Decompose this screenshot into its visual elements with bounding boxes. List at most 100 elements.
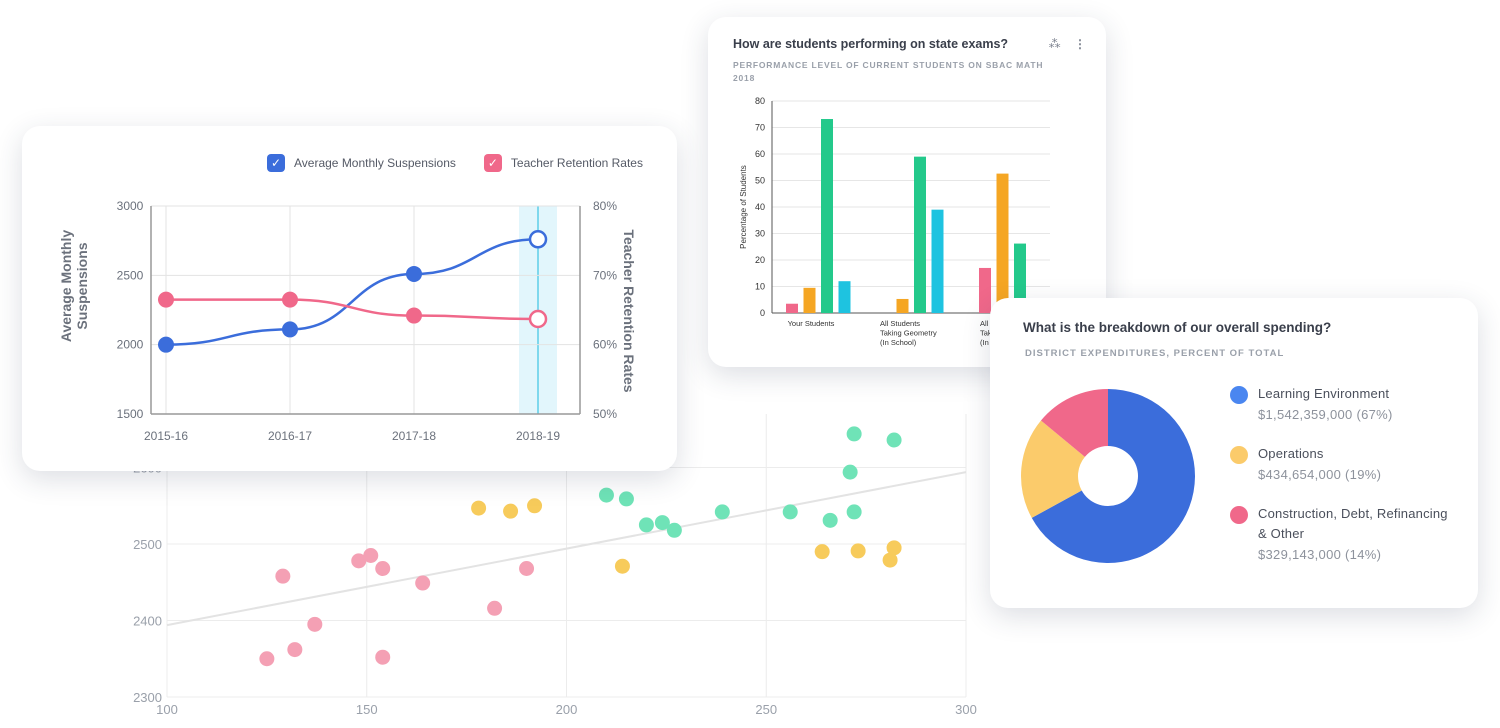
x-tick-line: (In School) (880, 338, 917, 347)
legend-label: Average Monthly Suspensions (294, 156, 456, 170)
scatter-x-tick: 150 (356, 702, 378, 717)
scatter-y-tick: 2300 (133, 690, 162, 705)
scatter-trendline (166, 471, 967, 627)
series-point (158, 291, 174, 308)
x-tick-line: All (980, 319, 989, 328)
series-point (282, 321, 298, 338)
pie-chart-title: What is the breakdown of our overall spe… (1023, 320, 1332, 335)
scatter-point (886, 540, 902, 556)
legend-dot-icon (1230, 446, 1248, 464)
bar (821, 119, 833, 314)
scatter-point (614, 558, 630, 574)
pie-legend-value: $434,654,000 (19%) (1258, 467, 1382, 482)
x-tick: Your Students (788, 319, 835, 328)
scatter-point (886, 432, 902, 448)
scatter-point (259, 651, 275, 667)
pie-legend-value: $1,542,359,000 (67%) (1258, 407, 1393, 422)
checkbox-checked-icon[interactable]: ✓ (267, 154, 285, 172)
x-tick: 2016-17 (268, 429, 312, 443)
x-tick-line: Taking Geometry (880, 329, 937, 338)
pie-legend: Learning Environment $1,542,359,000 (67%… (1230, 384, 1460, 584)
scatter-point (519, 561, 535, 577)
x-tick-line: (In (980, 338, 989, 347)
scatter-x-tick: 100 (156, 702, 178, 717)
scatter-point (882, 552, 898, 568)
x-tick-line: Taki (980, 329, 994, 338)
y-tick: 60 (755, 149, 765, 159)
scatter-point (846, 504, 862, 520)
y-tick: 70 (755, 123, 765, 133)
scatter-point (527, 498, 543, 514)
y-tick: 20 (755, 255, 765, 265)
scatter-point (351, 553, 367, 569)
series-point-open (528, 230, 548, 249)
y-tick: 30 (755, 229, 765, 239)
line-chart-card: ✓ Average Monthly Suspensions ✓ Teacher … (22, 126, 677, 471)
series-line (165, 238, 539, 346)
checkbox-checked-icon[interactable]: ✓ (483, 154, 502, 172)
legend-entry-retention[interactable]: ✓ Teacher Retention Rates (483, 154, 643, 172)
donut-chart (1021, 389, 1195, 563)
pie-legend-label: Operations (1258, 446, 1324, 461)
bar-chart: 0 10 20 30 40 50 60 70 80 Percentage of Students Y… (739, 96, 1050, 347)
bar (786, 303, 798, 313)
y-axis-label-line: Suspensions (74, 242, 90, 329)
scatter-point (654, 515, 670, 531)
scatter-point (598, 487, 614, 503)
scatter-point (850, 543, 866, 559)
scatter-axis-ticks: 1001502002503002300240025002600 (133, 461, 977, 717)
line-chart: 1500 2000 2500 3000 50% 60% 70% 80% 2015-16 2016-… (58, 199, 637, 443)
series-point (406, 265, 422, 282)
x-tick: 2017-18 (392, 429, 436, 443)
bar (803, 287, 816, 313)
scatter-point (814, 544, 830, 560)
y-tick: 2000 (117, 338, 144, 352)
y-tick: 40 (755, 202, 765, 212)
x-tick: All Taki (In (980, 319, 994, 347)
scatter-point (842, 464, 858, 480)
series-point (282, 291, 298, 308)
pie-legend-value: $329,143,000 (14%) (1258, 547, 1382, 562)
series-point-open (528, 309, 548, 329)
bar-chart-card: How are students performing on state exa… (708, 17, 1106, 367)
scatter-point (415, 575, 431, 591)
scatter-point (666, 522, 682, 538)
x-tick: 2015-16 (144, 429, 188, 443)
donut-slice (1040, 389, 1108, 457)
pie-legend-item: Operations $434,654,000 (19%) (1230, 444, 1460, 486)
y-axis-label: Percentage of Students (739, 165, 748, 249)
legend-label: Teacher Retention Rates (510, 156, 643, 170)
y-tick: 1500 (117, 407, 144, 421)
legend-dot-icon (1230, 506, 1248, 524)
scatter-point (287, 642, 303, 658)
scatter-point (503, 503, 519, 519)
y-axis-label-line: Average Monthly (58, 230, 74, 342)
bar (979, 267, 991, 313)
scatter-point (487, 600, 503, 616)
scatter-point (471, 500, 487, 516)
scatter-point (822, 512, 838, 528)
scatter-point (275, 568, 291, 584)
y-tick: 3000 (117, 199, 144, 213)
bar-chart-title: How are students performing on state exa… (733, 37, 1009, 51)
bar (838, 281, 851, 313)
scatter-points (259, 426, 902, 667)
bar (996, 173, 1009, 313)
pie-legend-label: Learning Environment (1258, 386, 1390, 401)
series-point (406, 307, 422, 324)
scatter-point (363, 548, 379, 563)
chart-type-icon[interactable]: ⁂ (1048, 37, 1061, 51)
scatter-point (714, 504, 730, 520)
scatter-x-tick: 250 (755, 702, 777, 717)
legend-dot-icon (1230, 386, 1248, 404)
x-tick-line: Your Students (788, 319, 835, 328)
series-line (166, 298, 539, 321)
scatter-x-tick: 200 (556, 702, 578, 717)
scatter-point (846, 426, 862, 442)
y-tick: 2500 (117, 268, 144, 282)
legend-entry-suspensions[interactable]: ✓ Average Monthly Suspensions (267, 154, 456, 172)
scatter-point (638, 517, 654, 533)
more-options-icon[interactable]: ⋮ (1074, 37, 1086, 51)
y-tick: 50 (755, 176, 765, 186)
bar (1014, 243, 1026, 313)
